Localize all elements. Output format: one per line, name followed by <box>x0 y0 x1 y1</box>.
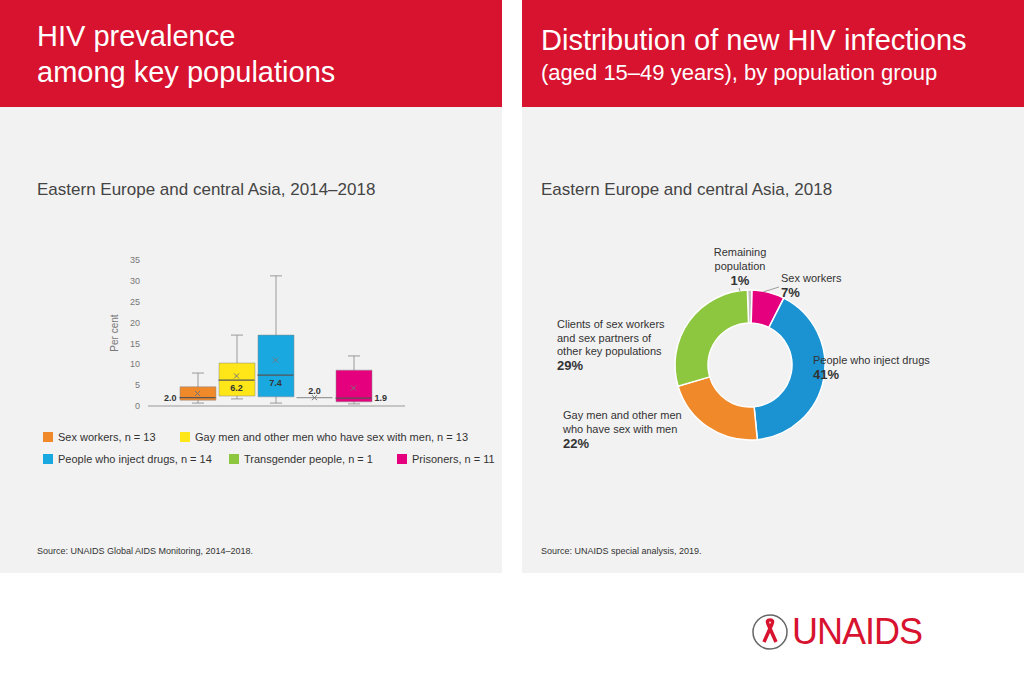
svg-text:25: 25 <box>130 297 140 307</box>
html-text:Distribution of new HIV infect: Distribution of new HIV infections <box>541 24 967 56</box>
svg-text:15: 15 <box>130 339 140 349</box>
svg-text:1.9: 1.9 <box>375 393 388 403</box>
svg-text:Sex workers7%: Sex workers7% <box>781 272 842 300</box>
svg-text:Remainingpopulation1%: Remainingpopulation1% <box>714 246 767 288</box>
svg-text:0: 0 <box>135 401 140 410</box>
html-text:(aged 15–49 years), by populat: (aged 15–49 years), by population group <box>541 60 938 85</box>
html-text:Gay men and other men who have: Gay men and other men who have sex with … <box>195 431 468 443</box>
svg-text:10: 10 <box>130 359 140 369</box>
svg-text:7.4: 7.4 <box>269 378 282 388</box>
html-text:Source: UNAIDS Global AIDS Mon: Source: UNAIDS Global AIDS Monitoring, 2… <box>37 546 254 556</box>
html-text:HIV prevalence: HIV prevalence <box>37 20 236 52</box>
html-text:Eastern Europe and central Asi: Eastern Europe and central Asia, 2014–20… <box>37 180 376 199</box>
html-text:Source: UNAIDS special analysi: Source: UNAIDS special analysis, 2019. <box>541 546 702 556</box>
svg-text:35: 35 <box>130 255 140 265</box>
svg-text:30: 30 <box>130 276 140 286</box>
svg-text:Clients of sex workersand sex: Clients of sex workersand sex partners o… <box>557 318 665 373</box>
svg-text:Per cent: Per cent <box>109 314 120 351</box>
svg-text:Gay men and other menwho have: Gay men and other menwho have sex with m… <box>562 409 682 451</box>
html-text:Prisoners, n = 11: Prisoners, n = 11 <box>412 453 495 465</box>
html-text:Sex workers, n = 13: Sex workers, n = 13 <box>58 431 156 443</box>
html-text:among key populations: among key populations <box>37 56 336 88</box>
html-text:Transgender people, n = 1: Transgender people, n = 1 <box>244 453 373 465</box>
svg-text:20: 20 <box>130 318 140 328</box>
svg-text:People who inject drugs41%: People who inject drugs41% <box>813 354 930 382</box>
svg-text:5: 5 <box>135 380 140 390</box>
html-text:People who inject drugs, n = 1: People who inject drugs, n = 14 <box>58 453 212 465</box>
svg-text:2.0: 2.0 <box>308 386 321 396</box>
svg-text:6.2: 6.2 <box>230 383 243 393</box>
html-text:Eastern Europe and central Asi: Eastern Europe and central Asia, 2018 <box>541 180 833 199</box>
html-text:UNAIDS: UNAIDS <box>792 611 922 652</box>
svg-text:2.0: 2.0 <box>164 393 177 403</box>
